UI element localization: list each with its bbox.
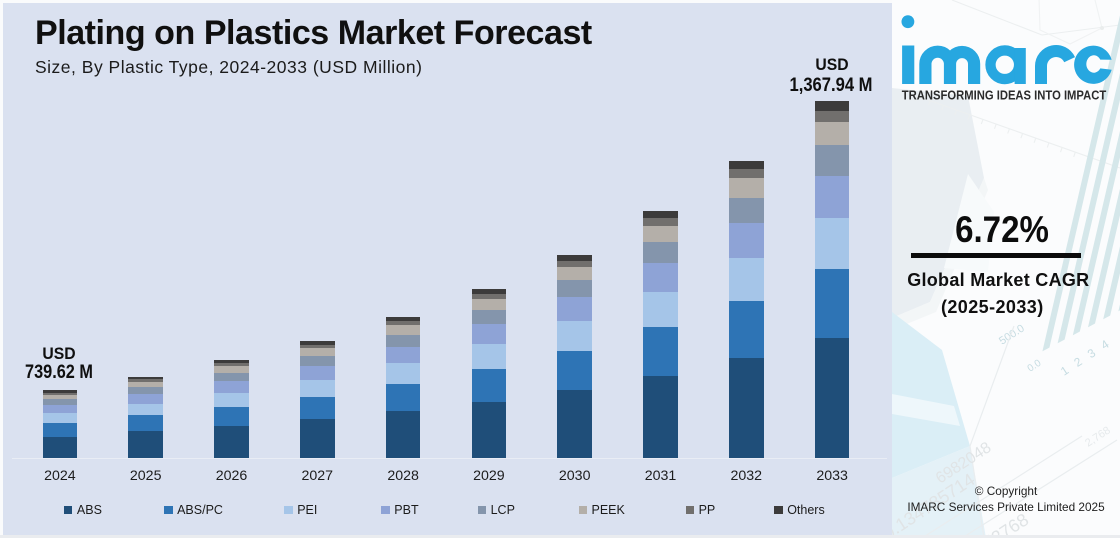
svg-text:TRANSFORMING IDEAS INTO IMPACT: TRANSFORMING IDEAS INTO IMPACT — [902, 88, 1107, 102]
